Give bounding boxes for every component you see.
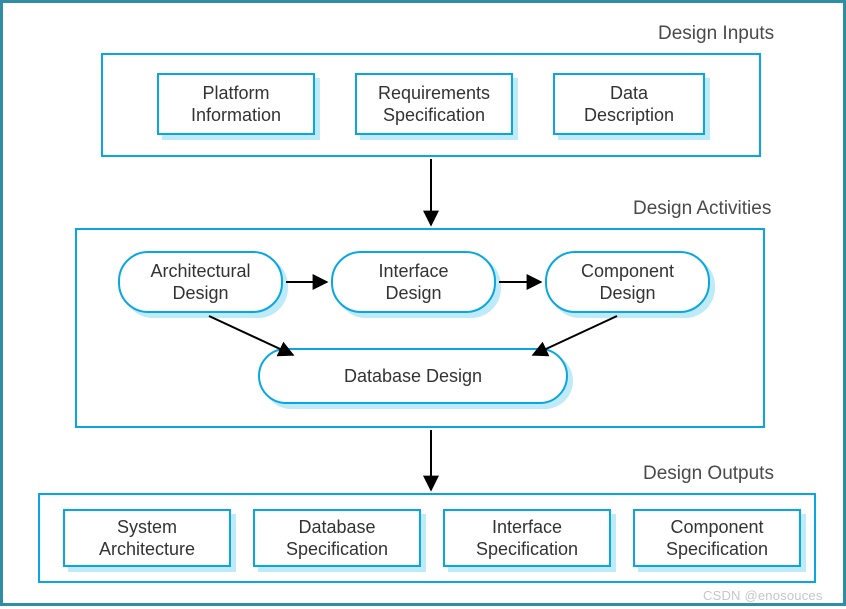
node-component-design: ComponentDesign	[545, 251, 710, 313]
watermark: CSDN @enosouces	[703, 588, 823, 603]
node-platform-information: PlatformInformation	[157, 73, 315, 135]
node-database-specification: DatabaseSpecification	[253, 509, 421, 567]
label-design-inputs: Design Inputs	[658, 23, 774, 45]
node-interface-specification: InterfaceSpecification	[443, 509, 611, 567]
node-requirements-specification: RequirementsSpecification	[355, 73, 513, 135]
label-design-outputs: Design Outputs	[643, 463, 774, 485]
label-design-activities: Design Activities	[633, 198, 771, 220]
node-component-specification: ComponentSpecification	[633, 509, 801, 567]
node-data-description: DataDescription	[553, 73, 705, 135]
node-database-design: Database Design	[258, 348, 568, 404]
diagram-canvas: Design Inputs Design Activities Design O…	[0, 0, 846, 606]
node-architectural-design: ArchitecturalDesign	[118, 251, 283, 313]
node-system-architecture: SystemArchitecture	[63, 509, 231, 567]
node-interface-design: InterfaceDesign	[331, 251, 496, 313]
